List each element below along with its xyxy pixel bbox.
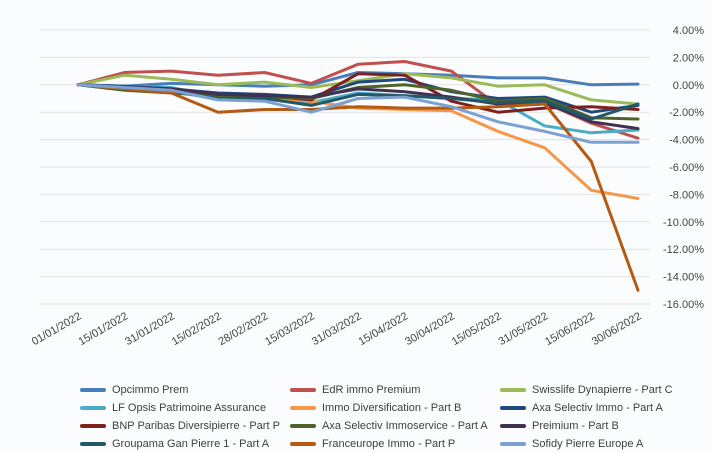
- x-axis-ticks: 01/01/202215/01/202231/01/202215/02/2022…: [30, 310, 644, 348]
- legend-item: BNP Paribas Diversipierre - Part P: [80, 418, 290, 434]
- legend-label: Opcimmo Prem: [112, 384, 189, 396]
- legend-item: Axa Selectiv Immoservice - Part A: [290, 418, 500, 434]
- y-tick-label: -10.00%: [663, 217, 704, 229]
- legend-swatch: [80, 406, 106, 410]
- x-tick-label: 30/04/2022: [403, 310, 457, 348]
- y-axis-ticks: 4.00% 2.00% 0.00% -2.00% -4.00% -6.00% -8.00% -…: [663, 25, 704, 311]
- legend-swatch: [290, 442, 316, 446]
- x-tick-label: 15/04/2022: [356, 310, 410, 348]
- legend-item: Immo Diversification - Part B: [290, 400, 500, 416]
- legend-item: Axa Selectiv Immo - Part A: [500, 400, 700, 416]
- legend-swatch: [290, 388, 316, 392]
- legend-label: Groupama Gan Pierre 1 - Part A: [112, 438, 270, 450]
- legend-item: Franceurope Immo - Part P: [290, 436, 500, 452]
- x-tick-label: 15/02/2022: [170, 310, 224, 348]
- y-tick-label: -6.00%: [669, 162, 704, 174]
- legend-label: Sofidy Pierre Europe A: [532, 438, 644, 450]
- y-tick-label: -2.00%: [669, 107, 704, 119]
- x-tick-label: 01/01/2022: [30, 310, 84, 348]
- legend-swatch: [290, 424, 316, 428]
- y-tick-label: -4.00%: [669, 135, 704, 147]
- legend: Opcimmo Prem EdR immo Premium Swisslife Dy…: [80, 382, 700, 452]
- series-line-sofidy-pierre-europe-a: [76, 83, 640, 144]
- y-tick-label: -16.00%: [663, 299, 704, 311]
- legend-label: Franceurope Immo - Part P: [322, 438, 456, 450]
- y-tick-label: -14.00%: [663, 272, 704, 284]
- series-lines: [76, 60, 640, 292]
- x-tick-label: 15/01/2022: [76, 310, 130, 348]
- y-tick-label: -8.00%: [669, 189, 704, 201]
- legend-item: Groupama Gan Pierre 1 - Part A: [80, 436, 290, 452]
- x-tick-label: 28/02/2022: [216, 310, 270, 348]
- legend-swatch: [500, 406, 526, 410]
- line-chart: 4.00% 2.00% 0.00% -2.00% -4.00% -6.00% -8.00% -…: [30, 25, 704, 348]
- x-tick-label: 31/01/2022: [123, 310, 177, 348]
- x-tick-label: 30/06/2022: [590, 310, 644, 348]
- legend-swatch: [500, 388, 526, 392]
- legend-label: BNP Paribas Diversipierre - Part P: [112, 420, 280, 432]
- legend-label: Axa Selectiv Immo - Part A: [532, 402, 663, 414]
- y-tick-label: 0.00%: [673, 80, 704, 92]
- x-tick-label: 31/03/2022: [310, 310, 364, 348]
- legend-item: EdR immo Premium: [290, 382, 500, 398]
- legend-item: LF Opsis Patrimoine Assurance: [80, 400, 290, 416]
- legend-item: Swisslife Dynapierre - Part C: [500, 382, 700, 398]
- legend-swatch: [80, 442, 106, 446]
- legend-item: Sofidy Pierre Europe A: [500, 436, 700, 452]
- legend-swatch: [500, 442, 526, 446]
- legend-label: Axa Selectiv Immoservice - Part A: [322, 420, 488, 432]
- y-tick-label: 2.00%: [673, 52, 704, 64]
- x-tick-label: 31/05/2022: [496, 310, 550, 348]
- legend-swatch: [80, 388, 106, 392]
- legend-label: Swisslife Dynapierre - Part C: [532, 384, 673, 396]
- x-tick-label: 15/06/2022: [543, 310, 597, 348]
- x-tick-label: 15/03/2022: [263, 310, 317, 348]
- series-line-franceurope-immo-part-p: [76, 83, 640, 292]
- legend-swatch: [80, 424, 106, 428]
- legend-swatch: [500, 424, 526, 428]
- legend-item: Opcimmo Prem: [80, 382, 290, 398]
- legend-label: EdR immo Premium: [322, 384, 421, 396]
- legend-item: Preimium - Part B: [500, 418, 700, 434]
- x-tick-label: 15/05/2022: [450, 310, 504, 348]
- y-tick-label: -12.00%: [663, 244, 704, 256]
- legend-swatch: [290, 406, 316, 410]
- legend-label: Immo Diversification - Part B: [322, 402, 462, 414]
- legend-label: LF Opsis Patrimoine Assurance: [112, 402, 267, 414]
- y-tick-label: 4.00%: [673, 25, 704, 37]
- legend-label: Preimium - Part B: [532, 420, 619, 432]
